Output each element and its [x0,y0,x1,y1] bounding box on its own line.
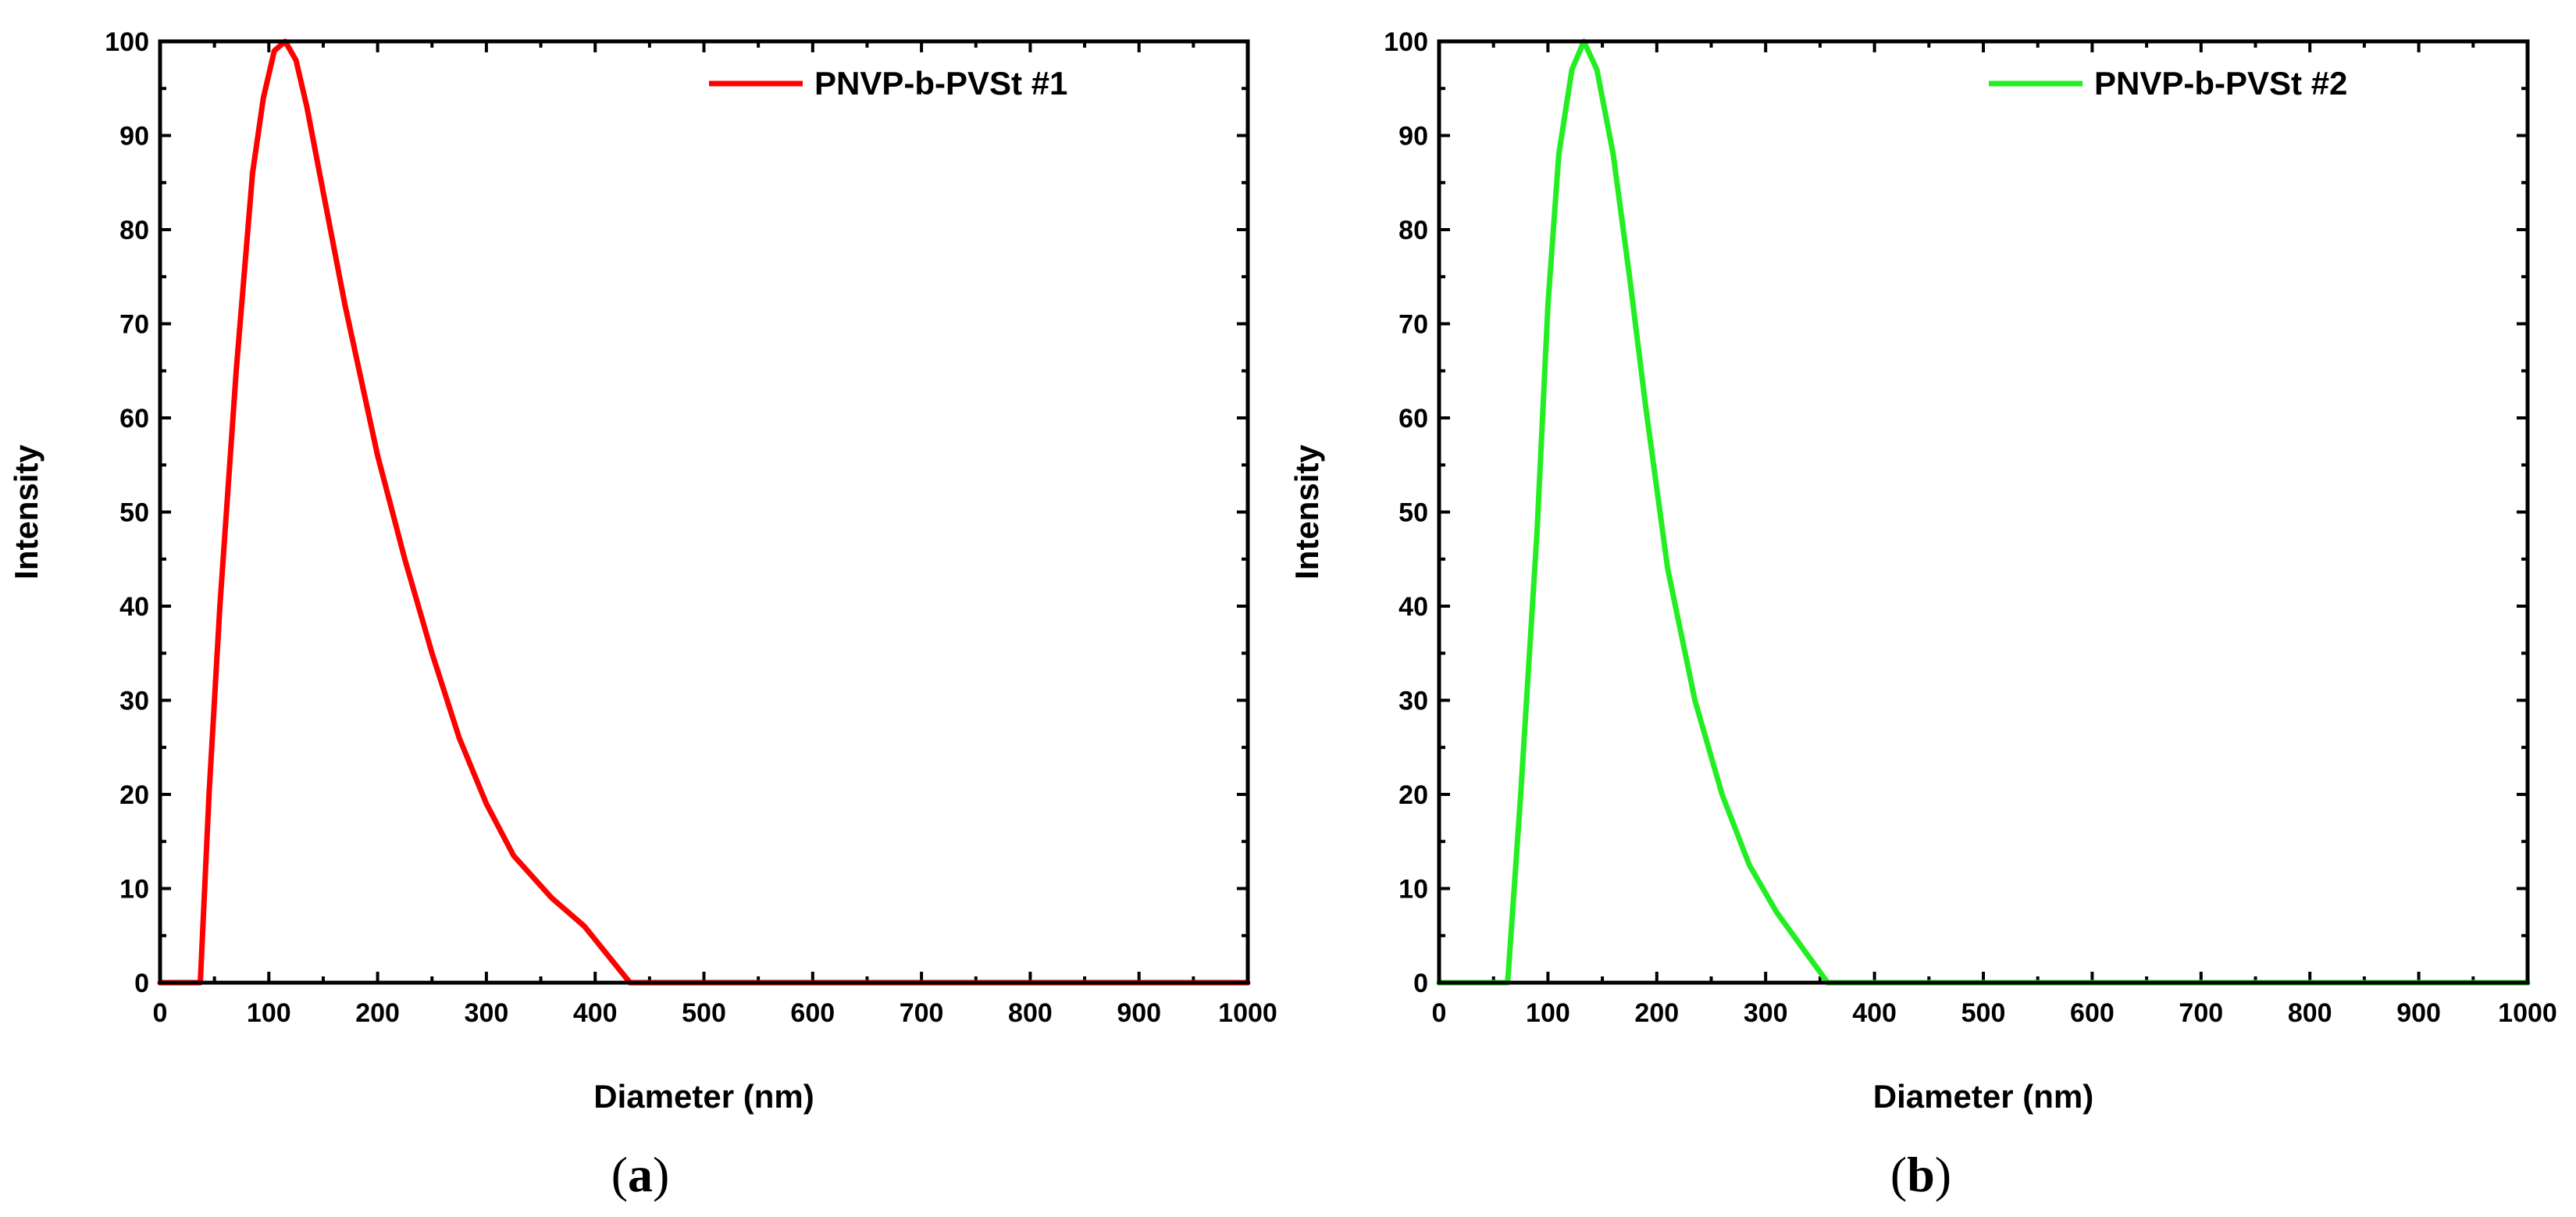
y-tick-label: 0 [134,969,149,998]
y-tick-label: 30 [119,687,149,716]
chart-panel-b: 0 100 200 300 400 500 600 700 800 900 1000 0 10 20 30 4… [1288,27,2557,1202]
y-tick-label: 60 [119,404,149,434]
y-tick-label: 30 [1398,687,1428,716]
y-tick-label: 80 [119,216,149,245]
x-tick-label: 400 [1852,998,1897,1028]
x-tick-label: 800 [2288,998,2332,1028]
x-tick-label: 1000 [2498,998,2557,1028]
x-axis-title: Diameter (nm) [593,1078,814,1115]
y-axis-title: Intensity [1288,444,1325,580]
panel-caption: (a) [611,1147,670,1202]
x-axis-title: Diameter (nm) [1873,1078,2093,1115]
x-tick-label: 400 [573,998,618,1028]
plot-frame [158,39,1250,985]
panel-caption: (b) [1890,1147,1951,1202]
x-tick-label: 200 [355,998,400,1028]
caption-open-paren: ( [611,1147,628,1202]
series-line [157,38,1251,986]
x-tick-label: 300 [465,998,509,1028]
x-tick-label: 1000 [1218,998,1277,1028]
y-tick-label: 10 [1398,875,1428,905]
x-tick-label: 600 [790,998,835,1028]
y-tick-label: 50 [119,498,149,528]
legend-label: PNVP-b-PVSt #2 [2094,65,2347,102]
y-tick-label: 70 [1398,310,1428,340]
y-tick-label: 90 [119,122,149,152]
y-tick-label: 0 [1413,969,1428,998]
series-line [1436,38,2531,986]
plot-frame [1437,39,2530,985]
caption-close-paren: ) [1935,1147,1951,1202]
x-tick-label: 300 [1744,998,1788,1028]
y-tick-label: 70 [119,310,149,340]
y-tick-label: 20 [119,780,149,810]
chart-panel-a: 0 100 200 300 400 500 600 700 800 900 1000 0 10 20 30 4… [8,27,1277,1202]
caption-letter: b [1907,1147,1935,1202]
x-tick-label: 100 [1526,998,1570,1028]
y-tick-label: 90 [1398,122,1428,152]
x-tick-label: 900 [2396,998,2441,1028]
x-tick-label: 800 [1008,998,1053,1028]
y-tick-label: 40 [119,592,149,622]
caption-close-paren: ) [653,1147,669,1202]
x-tick-label: 100 [247,998,291,1028]
x-tick-label: 700 [2179,998,2223,1028]
x-tick-label: 500 [682,998,726,1028]
y-tick-label: 10 [119,875,149,905]
x-tick-label: 0 [1432,998,1447,1028]
y-tick-label: 80 [1398,216,1428,245]
y-tick-label: 60 [1398,404,1428,434]
y-tick-label: 40 [1398,592,1428,622]
y-tick-label: 20 [1398,780,1428,810]
x-tick-label: 500 [1961,998,2006,1028]
x-tick-label: 900 [1117,998,1161,1028]
x-tick-label: 200 [1634,998,1679,1028]
x-tick-label: 600 [2070,998,2115,1028]
y-tick-label: 100 [1384,27,1428,57]
y-axis-title: Intensity [8,444,45,580]
caption-open-paren: ( [1890,1147,1907,1202]
x-tick-label: 0 [153,998,168,1028]
y-tick-label: 100 [105,27,149,57]
y-tick-label: 50 [1398,498,1428,528]
legend-label: PNVP-b-PVSt #1 [814,65,1067,102]
caption-letter: a [628,1147,653,1202]
x-tick-label: 700 [900,998,944,1028]
